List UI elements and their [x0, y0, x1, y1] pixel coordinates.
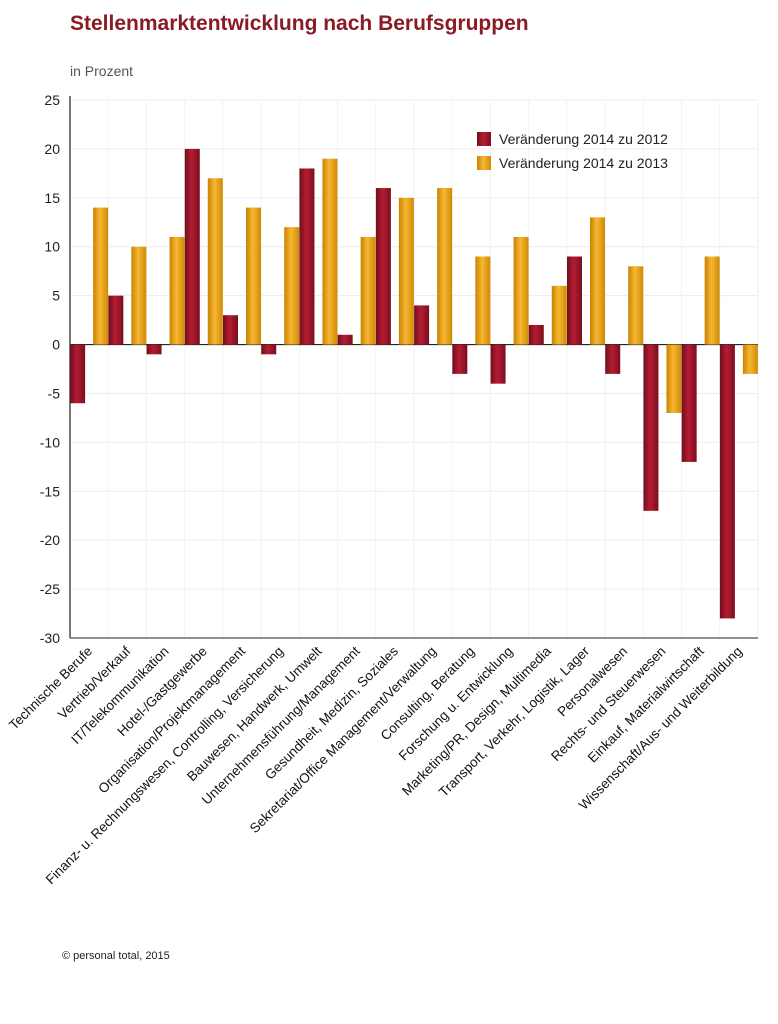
- y-tick-label: -20: [40, 532, 60, 548]
- bar-series1: [261, 344, 277, 355]
- chart-title: Stellenmarktentwicklung nach Berufsgrupp…: [70, 12, 529, 35]
- category-labels: Technische BerufeVertrieb/VerkaufIT/Tele…: [6, 643, 745, 887]
- grid: [69, 99, 759, 639]
- bar-series1: [643, 344, 659, 511]
- bar-series1: [528, 324, 544, 345]
- y-tick-label: -15: [40, 483, 60, 499]
- bar-series2: [93, 207, 109, 345]
- y-tick-label: 5: [52, 288, 60, 304]
- bars: [70, 148, 758, 619]
- bar-series2: [169, 236, 185, 345]
- y-tick-label: 15: [44, 190, 60, 206]
- bar-series2: [666, 344, 682, 414]
- bar-series2: [360, 236, 376, 345]
- bar-series1: [70, 344, 86, 404]
- bar-series1: [146, 344, 162, 355]
- axes: [69, 96, 758, 639]
- bar-series2: [398, 197, 414, 345]
- y-tick-label: -10: [40, 434, 60, 450]
- bar-series1: [490, 344, 506, 384]
- bar-series2: [246, 207, 261, 345]
- copyright-footer: © personal total, 2015: [62, 950, 170, 962]
- bar-series2: [628, 266, 644, 345]
- bar-series2: [437, 188, 453, 345]
- legend-swatch-series1: [477, 132, 491, 146]
- bar-series1: [108, 295, 124, 345]
- bar-series1: [414, 305, 430, 345]
- bar-series1: [184, 148, 200, 345]
- bar-series1: [719, 344, 735, 619]
- bar-series2: [590, 217, 605, 345]
- y-tick-label: 20: [44, 141, 60, 157]
- y-tick-label: 25: [44, 92, 60, 108]
- bar-series2: [322, 158, 338, 345]
- bar-series2: [475, 256, 491, 345]
- bar-series1: [605, 344, 621, 374]
- legend-label-series2: Veränderung 2014 zu 2013: [499, 155, 668, 171]
- legend-label-series1: Veränderung 2014 zu 2012: [499, 131, 668, 147]
- bar-series2: [131, 246, 147, 345]
- bar-series2: [704, 256, 720, 345]
- bar-series2: [513, 236, 529, 345]
- bar-series1: [223, 315, 238, 345]
- bar-series2: [742, 344, 758, 374]
- y-tick-label: -30: [40, 630, 60, 646]
- y-tick-label: -25: [40, 581, 60, 597]
- bar-series1: [567, 256, 582, 345]
- y-axis-label: in Prozent: [70, 63, 134, 79]
- y-tick-label: 0: [52, 337, 60, 353]
- bar-series2: [207, 178, 223, 345]
- bar-series1: [337, 334, 353, 345]
- legend-swatch-series2: [477, 156, 491, 170]
- y-tick-label: -5: [48, 385, 61, 401]
- bar-series2: [284, 227, 300, 345]
- bar-series1: [681, 344, 697, 462]
- bar-series1: [452, 344, 468, 374]
- bar-series1: [299, 168, 315, 345]
- bar-series2: [551, 285, 567, 345]
- y-tick-labels: 25 20 15 10 5 0 -5 -10 -15 -20 -25 -30: [40, 92, 60, 646]
- bar-series1: [375, 188, 391, 345]
- y-tick-label: 10: [44, 239, 60, 255]
- legend: Veränderung 2014 zu 2012 Veränderung 2014…: [477, 131, 668, 171]
